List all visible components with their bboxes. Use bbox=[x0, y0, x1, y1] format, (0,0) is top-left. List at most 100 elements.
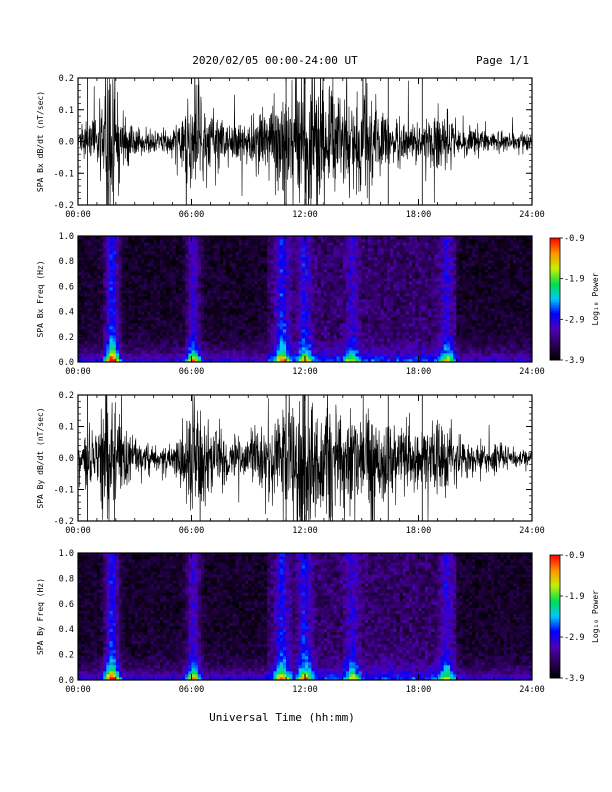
colorbar-segment bbox=[550, 661, 560, 665]
colorbar-segment bbox=[550, 643, 560, 646]
y-tick-label: 0.2 bbox=[59, 74, 74, 84]
y-tick-label: 0.0 bbox=[59, 138, 74, 148]
x-tick-label: 18:00 bbox=[406, 367, 432, 377]
colorbar-frame bbox=[549, 554, 561, 679]
colorbar-segment bbox=[550, 593, 560, 597]
colorbar-tick-label: -1.9 bbox=[564, 592, 584, 602]
colorbar-segment bbox=[550, 242, 560, 245]
colorbar-segment bbox=[550, 335, 560, 339]
colorbar-segment bbox=[550, 311, 560, 314]
colorbar-segment bbox=[550, 256, 560, 259]
colorbar-segment bbox=[550, 610, 560, 613]
y-tick-label: -0.1 bbox=[54, 486, 74, 496]
colorbar-segment bbox=[550, 618, 560, 621]
colorbar-segment bbox=[550, 313, 560, 316]
colorbar-segment bbox=[550, 624, 560, 628]
colorbar-segment bbox=[550, 589, 560, 593]
bx-spectrogram-panel: 00:00 06:00 12:00 18:00 24:00 1.0 0.8 0.6 0.4 0.2… bbox=[36, 232, 545, 377]
colorbar-segment bbox=[550, 579, 560, 583]
x-tick-label: 12:00 bbox=[292, 685, 318, 695]
y-tick-label: 0.8 bbox=[59, 257, 74, 267]
y-tick-label: 0.6 bbox=[59, 600, 74, 610]
colorbar-tick-label: -3.9 bbox=[564, 674, 584, 684]
colorbar-segment bbox=[550, 341, 560, 345]
by-spectrogram-panel: 00:00 06:00 12:00 18:00 24:00 1.0 0.8 0.6 0.4 0.2… bbox=[36, 549, 545, 695]
colorbar-segment bbox=[550, 620, 560, 624]
colorbar-segment bbox=[550, 557, 560, 560]
colorbar-label: Log₁₀ Power bbox=[591, 590, 600, 643]
colorbar-segment bbox=[550, 353, 560, 357]
colorbar-segment bbox=[550, 258, 560, 261]
colorbar-segment bbox=[550, 288, 560, 292]
colorbar-segment bbox=[550, 268, 560, 271]
colorbar-segment bbox=[550, 647, 560, 650]
bx-waveform-ylabel: SPA Bx dB/dt (nT/sec) bbox=[36, 91, 45, 192]
colorbar-segment bbox=[550, 559, 560, 562]
colorbar-segment bbox=[550, 604, 560, 607]
x-tick-label: 06:00 bbox=[179, 685, 205, 695]
colorbar-segment bbox=[550, 612, 560, 615]
y-tick-label: 1.0 bbox=[59, 232, 74, 242]
colorbar-tick-label: -0.9 bbox=[564, 234, 584, 244]
colorbar-segment bbox=[550, 294, 560, 298]
x-tick-label: 24:00 bbox=[519, 685, 545, 695]
colorbar-segment bbox=[550, 575, 560, 578]
colorbar-segment bbox=[550, 248, 560, 251]
x-axis-title: Universal Time (hh:mm) bbox=[209, 711, 355, 724]
by-waveform-panel: 00:00 06:00 12:00 18:00 24:00 0.2 0.1 0.0 -0.1 -0… bbox=[36, 391, 545, 536]
y-tick-label: 0.4 bbox=[59, 625, 74, 635]
bx-waveform-panel: 00:00 06:00 12:00 18:00 24:00 0.2 0.1 0.0 -0.1 -0… bbox=[36, 74, 545, 220]
bx-colorbar: -0.9 -1.9 -2.9 -3.9 Log₁₀ Power bbox=[549, 234, 600, 366]
colorbar-segment bbox=[550, 272, 560, 275]
colorbar-segment bbox=[550, 323, 560, 326]
y-tick-label: 1.0 bbox=[59, 549, 74, 559]
colorbar-segment bbox=[550, 240, 560, 243]
y-tick-label: 0.8 bbox=[59, 574, 74, 584]
colorbar-segment bbox=[550, 651, 560, 654]
colorbar-tick-label: -2.9 bbox=[564, 633, 584, 643]
colorbar-frame bbox=[549, 237, 561, 361]
colorbar-segment bbox=[550, 608, 560, 611]
colorbar-segment bbox=[550, 355, 560, 359]
bx-spectrogram-ylabel: SPA Bx Freq (Hz) bbox=[36, 260, 45, 337]
colorbar-segment bbox=[550, 244, 560, 247]
colorbar-label: Log₁₀ Power bbox=[591, 272, 600, 325]
colorbar-segment bbox=[550, 622, 560, 626]
y-tick-label: 0.0 bbox=[59, 358, 74, 368]
colorbar-segment bbox=[550, 337, 560, 341]
colorbar-segment bbox=[550, 321, 560, 324]
colorbar-segment bbox=[550, 591, 560, 595]
colorbar-segment bbox=[550, 270, 560, 273]
x-tick-label: 00:00 bbox=[65, 526, 91, 536]
colorbar-tick-label: -3.9 bbox=[564, 356, 584, 366]
colorbar-segment bbox=[550, 349, 560, 353]
by-spectrogram-cells bbox=[78, 553, 533, 681]
colorbar-segment bbox=[550, 665, 560, 669]
colorbar-segment bbox=[550, 606, 560, 609]
y-tick-label: 0.0 bbox=[59, 454, 74, 464]
colorbar-segment bbox=[550, 573, 560, 576]
x-tick-label: 00:00 bbox=[65, 210, 91, 220]
colorbar-segment bbox=[550, 667, 560, 671]
colorbar-segment bbox=[550, 581, 560, 585]
colorbar-segment bbox=[550, 600, 560, 603]
x-tick-label: 12:00 bbox=[292, 526, 318, 536]
colorbar-segment bbox=[550, 673, 560, 677]
colorbar-segment bbox=[550, 284, 560, 288]
colorbar-segment bbox=[550, 331, 560, 334]
colorbar-segment bbox=[550, 260, 560, 263]
page-indicator: Page 1/1 bbox=[476, 54, 529, 67]
x-tick-label: 12:00 bbox=[292, 367, 318, 377]
colorbar-segment bbox=[550, 567, 560, 570]
colorbar-tick-label: -0.9 bbox=[564, 551, 584, 561]
colorbar-segment bbox=[550, 628, 560, 632]
colorbar-segment bbox=[550, 653, 560, 656]
y-tick-label: 0.1 bbox=[59, 423, 74, 433]
colorbar-tick-label: -1.9 bbox=[564, 275, 584, 285]
colorbar-segment bbox=[550, 357, 560, 361]
colorbar-segment bbox=[550, 675, 560, 679]
colorbar-segment bbox=[550, 585, 560, 589]
colorbar-segment bbox=[550, 292, 560, 296]
colorbar-segment bbox=[550, 290, 560, 294]
